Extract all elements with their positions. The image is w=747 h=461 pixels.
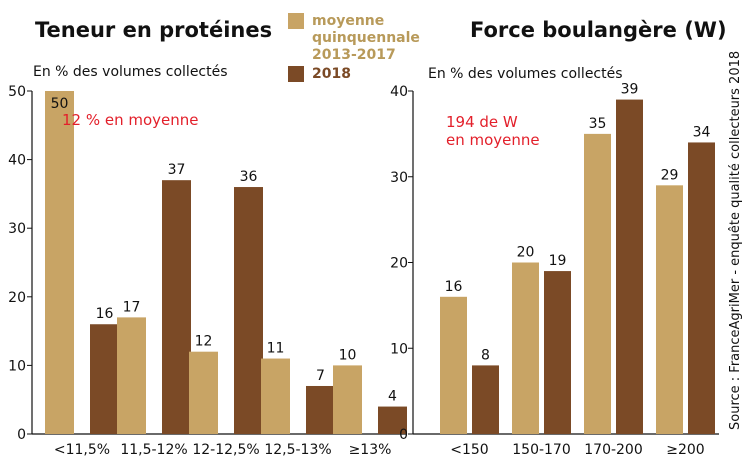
y-tick-label: 40: [390, 84, 408, 100]
data-label: 12: [195, 334, 213, 350]
data-label: 37: [168, 162, 186, 178]
category-label: 12-12,5%: [192, 442, 259, 458]
chart-title-force: Force boulangère (W): [470, 18, 727, 42]
data-label: 11: [267, 341, 285, 357]
data-label: 17: [123, 299, 141, 315]
data-label: 29: [661, 167, 679, 183]
category-label: 170-200: [584, 442, 643, 458]
data-label: 4: [388, 389, 397, 405]
bar: [234, 187, 263, 434]
annotation-text: 12 % en moyenne: [62, 111, 199, 129]
bar: [472, 365, 499, 434]
data-label: 7: [316, 368, 325, 384]
category-label: 12,5-13%: [264, 442, 331, 458]
bar: [378, 406, 407, 434]
y-tick-label: 10: [8, 358, 26, 374]
data-label: 16: [96, 306, 114, 322]
data-label: 35: [589, 116, 607, 132]
bar: [512, 262, 539, 434]
bar: [189, 351, 218, 434]
data-label: 39: [621, 82, 639, 98]
annotation-text: 194 de W: [446, 113, 518, 131]
bar: [440, 296, 467, 434]
legend-swatch-avg: [288, 13, 304, 29]
category-label: ≥200: [666, 442, 704, 458]
data-label: 16: [445, 279, 463, 295]
data-label: 10: [339, 347, 357, 363]
bar: [261, 358, 290, 434]
y-tick-label: 30: [390, 170, 408, 186]
legend-avg-line-1: moyenne: [312, 13, 384, 29]
category-label: 11,5-12%: [120, 442, 187, 458]
annotation-text: en moyenne: [446, 131, 540, 149]
category-label: <11,5%: [54, 442, 110, 458]
bar: [45, 91, 74, 434]
bar: [90, 324, 119, 434]
legend-avg-line-3: 2013-2017: [312, 47, 396, 63]
bar: [656, 185, 683, 434]
legend-2018-label: 2018: [312, 66, 351, 82]
bar: [306, 385, 335, 434]
y-tick-label: 20: [390, 256, 408, 272]
data-label: 20: [517, 245, 535, 261]
bar: [162, 180, 191, 434]
data-label: 8: [481, 347, 490, 363]
y-tick-label: 50: [8, 84, 26, 100]
data-label: 50: [51, 96, 69, 112]
data-label: 19: [549, 253, 567, 269]
source-note: Source : FranceAgriMer - enquête qualité…: [728, 51, 743, 430]
ylabel-force: En % des volumes collectés: [428, 66, 623, 82]
data-label: 34: [693, 124, 711, 140]
y-tick-label: 40: [8, 153, 26, 169]
legend-avg-line-2: quinquennale: [312, 30, 420, 46]
bar: [584, 133, 611, 434]
y-tick-label: 10: [390, 341, 408, 357]
bar: [544, 271, 571, 434]
bar: [688, 142, 715, 434]
y-tick-label: 30: [8, 221, 26, 237]
bar: [333, 365, 362, 434]
data-label: 36: [240, 169, 258, 185]
bar: [117, 317, 146, 434]
category-label: 150-170: [512, 442, 571, 458]
y-tick-label: 0: [17, 427, 26, 443]
legend-swatch-2018: [288, 66, 304, 82]
ylabel-protein: En % des volumes collectés: [33, 64, 228, 80]
y-tick-label: 20: [8, 290, 26, 306]
y-tick-label: 0: [399, 427, 408, 443]
chart-title-protein: Teneur en protéines: [35, 18, 272, 42]
category-label: <150: [450, 442, 488, 458]
bar: [616, 99, 643, 434]
category-label: ≥13%: [349, 442, 392, 458]
